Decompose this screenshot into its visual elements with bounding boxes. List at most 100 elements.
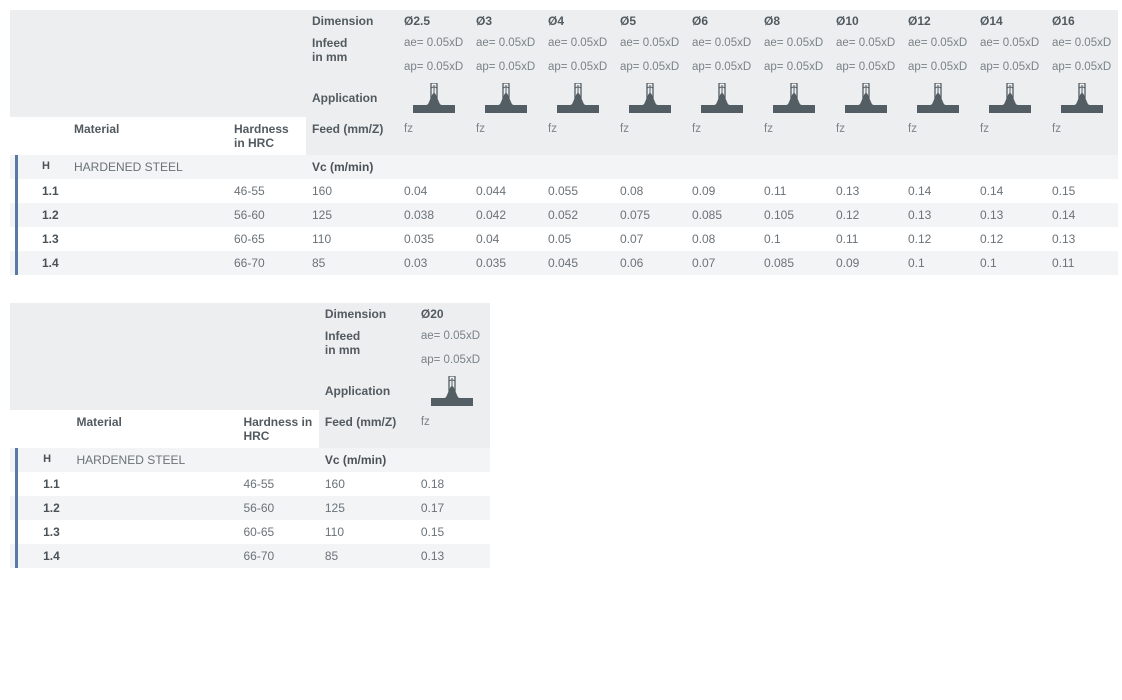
row-code: 1.3 [36,227,68,251]
fz-value: 0.05 [542,227,614,251]
row-vc: 160 [319,472,415,496]
fz-value: 0.07 [686,251,758,275]
application-icon-cell [974,79,1046,117]
endmill-icon [485,83,527,113]
row-hardness: 60-65 [228,227,306,251]
endmill-icon [431,376,473,406]
infeed-text: Infeed [325,329,360,343]
fz-value: 0.042 [470,203,542,227]
dia-header: Ø2.5 [398,10,470,32]
row-hardness: 56-60 [228,203,306,227]
ae-cell: ae= 0.05xD [470,32,542,56]
application-label: Application [306,79,398,117]
application-icon-cell [542,79,614,117]
fz-value: 0.12 [974,227,1046,251]
dia-header: Ø16 [1046,10,1118,32]
header-infeed-row: Infeed in mm ae= 0.05xD ae= 0.05xD ae= 0… [10,32,1118,56]
ap-cell: ap= 0.05xD [686,56,758,80]
row-code: 1.4 [36,251,68,275]
cutting-data-table-2: Dimension Ø20 Infeed in mm ae= 0.05xD ap… [10,303,490,568]
column-labels-row: Material Hardness in HRC Feed (mm/Z) fz [10,410,490,448]
row-hardness: 60-65 [237,520,318,544]
dia-header: Ø10 [830,10,902,32]
header-dimension-row: Dimension Ø2.5 Ø3 Ø4 Ø5 Ø6 Ø8 Ø10 Ø12 Ø1… [10,10,1118,32]
fz-value: 0.11 [1046,251,1118,275]
fz-label: fz [1046,117,1118,155]
fz-value: 0.035 [398,227,470,251]
fz-value: 0.08 [686,227,758,251]
fz-value: 0.15 [415,520,490,544]
material-section-row: H HARDENED STEEL Vc (m/min) [10,155,1118,179]
application-icon-cell [614,79,686,117]
row-vc: 85 [306,251,398,275]
header-dimension-row: Dimension Ø20 [10,303,490,325]
fz-value: 0.13 [415,544,490,568]
ap-cell: ap= 0.05xD [830,56,902,80]
endmill-icon [989,83,1031,113]
row-vc: 110 [306,227,398,251]
data-row: 1.2 56-60 125 0.038 0.042 0.052 0.075 0.… [10,203,1118,227]
dimension-label: Dimension [306,10,398,32]
ae-cell: ae= 0.05xD [902,32,974,56]
section-code: H [36,155,68,179]
fz-value: 0.044 [470,179,542,203]
application-icon-cell [398,79,470,117]
fz-value: 0.13 [974,203,1046,227]
header-infeed-row: Infeed in mm ae= 0.05xD [10,325,490,349]
fz-value: 0.035 [470,251,542,275]
endmill-icon [629,83,671,113]
fz-value: 0.07 [614,227,686,251]
row-hardness: 66-70 [237,544,318,568]
column-labels-row: Material Hardness in HRC Feed (mm/Z) fz … [10,117,1118,155]
fz-label: fz [542,117,614,155]
fz-value: 0.04 [470,227,542,251]
row-code: 1.2 [37,496,70,520]
endmill-icon [773,83,815,113]
dia-header: Ø8 [758,10,830,32]
ap-cell: ap= 0.05xD [1046,56,1118,80]
fz-label: fz [686,117,758,155]
dia-header: Ø3 [470,10,542,32]
row-vc: 110 [319,520,415,544]
fz-label: fz [830,117,902,155]
endmill-icon [917,83,959,113]
dia-header: Ø14 [974,10,1046,32]
feed-header: Feed (mm/Z) [319,410,415,448]
ae-cell: ae= 0.05xD [614,32,686,56]
fz-value: 0.11 [758,179,830,203]
application-label: Application [319,372,415,410]
header-ap-row: ap= 0.05xD ap= 0.05xD ap= 0.05xD ap= 0.0… [10,56,1118,80]
application-icon-cell [1046,79,1118,117]
application-icon-cell [758,79,830,117]
data-row: 1.1 46-55 160 0.18 [10,472,490,496]
data-row: 1.4 66-70 85 0.13 [10,544,490,568]
application-icon-cell [415,372,490,410]
row-hardness: 46-55 [237,472,318,496]
ap-cell: ap= 0.05xD [902,56,974,80]
row-vc: 125 [319,496,415,520]
fz-value: 0.11 [830,227,902,251]
fz-value: 0.08 [614,179,686,203]
fz-value: 0.085 [686,203,758,227]
fz-label: fz [415,410,490,448]
fz-value: 0.14 [1046,203,1118,227]
fz-label: fz [902,117,974,155]
fz-value: 0.12 [902,227,974,251]
fz-label: fz [470,117,542,155]
fz-value: 0.105 [758,203,830,227]
ae-cell: ae= 0.05xD [542,32,614,56]
infeed-label: Infeed in mm [306,32,398,79]
fz-value: 0.052 [542,203,614,227]
ae-cell: ae= 0.05xD [686,32,758,56]
fz-value: 0.14 [974,179,1046,203]
application-icon-cell [470,79,542,117]
row-hardness: 46-55 [228,179,306,203]
feed-header: Feed (mm/Z) [306,117,398,155]
material-header: Material [68,117,228,155]
data-row: 1.1 46-55 160 0.04 0.044 0.055 0.08 0.09… [10,179,1118,203]
dimension-label: Dimension [319,303,415,325]
fz-value: 0.055 [542,179,614,203]
fz-value: 0.12 [830,203,902,227]
row-vc: 85 [319,544,415,568]
fz-value: 0.18 [415,472,490,496]
